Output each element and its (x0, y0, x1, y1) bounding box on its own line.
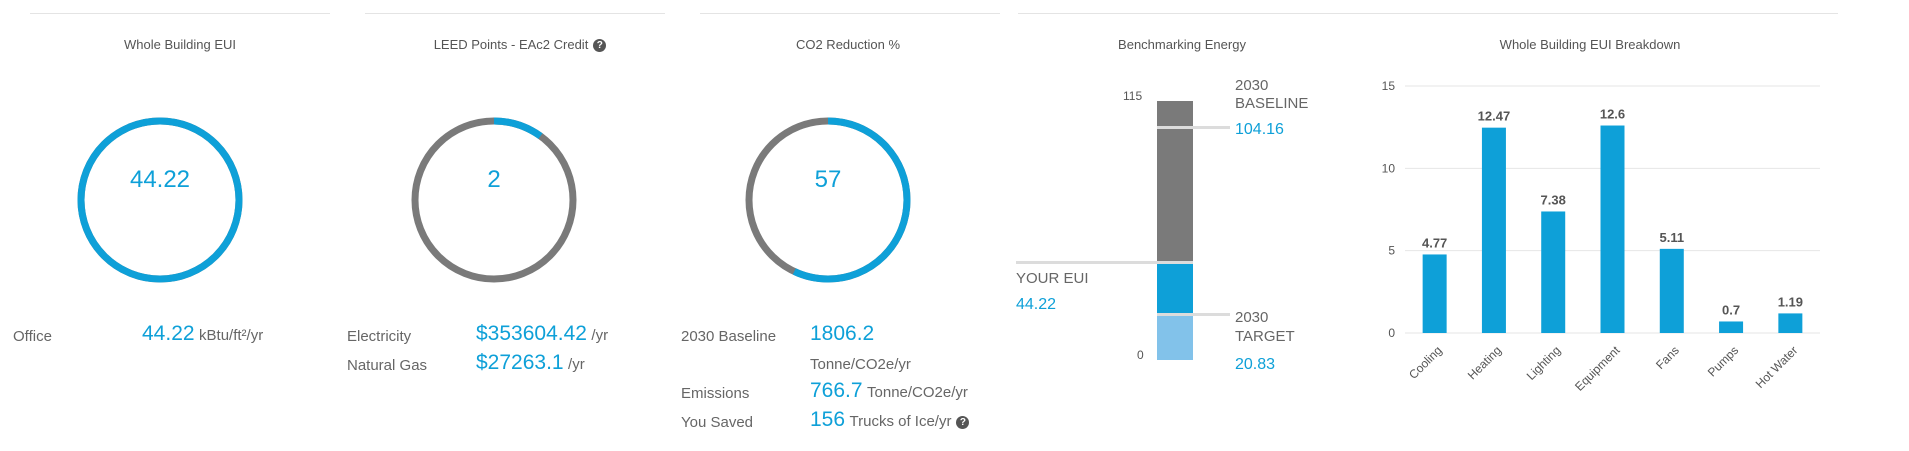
x-tick-label: Lighting (1524, 343, 1564, 383)
bar (1422, 254, 1447, 333)
help-icon[interactable]: ? (593, 39, 607, 52)
help-icon[interactable]: ? (956, 416, 970, 429)
natural-gas-value-line: $27263.1 /yr (476, 351, 585, 375)
panel-divider (700, 13, 1000, 14)
benchmark-axis-min: 0 (1137, 348, 1144, 362)
co2-donut-value: 57 (814, 166, 842, 193)
bar-value-label: 5.11 (1659, 230, 1684, 245)
co2-panel-title: CO2 Reduction % (795, 37, 901, 52)
eui-panel-title: Whole Building EUI (124, 37, 236, 52)
y-tick-label: 15 (1382, 79, 1396, 93)
panel-divider (30, 13, 330, 14)
bar-value-label: 4.77 (1422, 235, 1447, 250)
co2-donut-arc (745, 117, 911, 283)
panel-divider (365, 13, 665, 14)
benchmark-axis-max: 115 (1123, 89, 1143, 103)
you-saved-value-line: 156 Trucks of Ice/yr? (810, 408, 970, 432)
eui-donut (77, 117, 243, 283)
leed-donut (411, 117, 577, 283)
target-marker-line (1157, 313, 1230, 316)
target-value: 20.83 (1235, 356, 1276, 373)
natural-gas-unit: /yr (568, 356, 585, 373)
bar (1600, 125, 1625, 333)
electricity-value: $353604.42 (476, 322, 587, 345)
eui-donut-arc (77, 117, 243, 283)
natural-gas-label: Natural Gas (347, 357, 428, 374)
breakdown-panel-title: Whole Building EUI Breakdown (1499, 37, 1681, 52)
benchmark-bar-lightblue (1157, 315, 1193, 360)
panel-divider (1018, 13, 1838, 14)
baseline-value: 104.16 (1235, 121, 1284, 138)
x-tick-label: Heating (1465, 343, 1504, 382)
eui-row-unit: kBtu/ft²/yr (199, 327, 264, 344)
y-tick-label: 5 (1388, 244, 1395, 258)
eui-row-value: 44.22 (142, 322, 195, 345)
y-tick-label: 10 (1382, 161, 1396, 175)
leed-donut-track (411, 117, 577, 283)
bar (1778, 313, 1803, 333)
baseline-value: 1806.2 (810, 322, 875, 345)
your-eui-label: YOUR EUI (1016, 270, 1089, 287)
benchmark-bar-blue (1157, 264, 1193, 313)
x-tick-label: Equipment (1572, 343, 1623, 394)
bar (1719, 321, 1744, 333)
eui-row-label: Office (13, 328, 52, 345)
emissions-unit: Tonne/CO2e/yr (867, 384, 968, 401)
bar-value-label: 12.47 (1478, 109, 1511, 124)
your-eui-marker-line (1016, 261, 1193, 264)
natural-gas-value: $27263.1 (476, 351, 564, 374)
x-tick-label: Pumps (1705, 343, 1741, 379)
x-tick-label: Cooling (1406, 343, 1445, 382)
target-label-year: 2030 (1235, 309, 1269, 326)
leed-donut-arc (411, 117, 577, 283)
baseline-marker-line (1157, 126, 1230, 129)
emissions-value: 766.7 (810, 379, 863, 402)
y-tick-label: 0 (1388, 326, 1395, 340)
bar-value-label: 7.38 (1541, 192, 1566, 207)
bar-value-label: 1.19 (1778, 294, 1803, 309)
eui-breakdown-chart: 0 5 10 15 4.77 Cooling 12.47 Heating 7.38 Lightin… (1382, 79, 1820, 394)
benchmark-panel-title: Benchmarking Energy (1118, 37, 1246, 52)
x-tick-label: Hot Water (1753, 343, 1801, 391)
your-eui-value: 44.22 (1016, 296, 1057, 313)
co2-donut (745, 117, 911, 283)
bar-value-label: 0.7 (1722, 302, 1740, 317)
you-saved-label: You Saved (681, 414, 754, 431)
x-tick-label: Fans (1653, 343, 1682, 372)
emissions-value-line: 766.7 Tonne/CO2e/yr (810, 379, 968, 403)
electricity-label: Electricity (347, 328, 412, 345)
eui-donut-value: 44.22 (129, 166, 191, 193)
electricity-unit: /yr (591, 327, 609, 344)
leed-title-text: LEED Points - EAc2 Credit (433, 37, 589, 52)
baseline-label-text: BASELINE (1235, 95, 1309, 112)
target-label-text: TARGET (1235, 328, 1295, 345)
emissions-label: Emissions (681, 385, 750, 402)
baseline-label-year: 2030 (1235, 77, 1269, 94)
leed-panel-title: LEED Points - EAc2 Credit? (390, 37, 650, 52)
baseline-unit: Tonne/CO2e/yr (810, 356, 911, 373)
eui-row-value-line: 44.22 kBtu/ft²/yr (142, 322, 263, 346)
bar (1541, 211, 1566, 333)
bar (1481, 127, 1506, 333)
baseline-label: 2030 Baseline (681, 328, 777, 345)
you-saved-unit: Trucks of Ice/yr (849, 413, 952, 430)
bar-value-label: 12.6 (1600, 107, 1625, 122)
electricity-value-line: $353604.42 /yr (476, 322, 608, 346)
bar (1659, 248, 1684, 333)
you-saved-value: 156 (810, 408, 846, 431)
leed-donut-value: 2 (487, 166, 501, 193)
